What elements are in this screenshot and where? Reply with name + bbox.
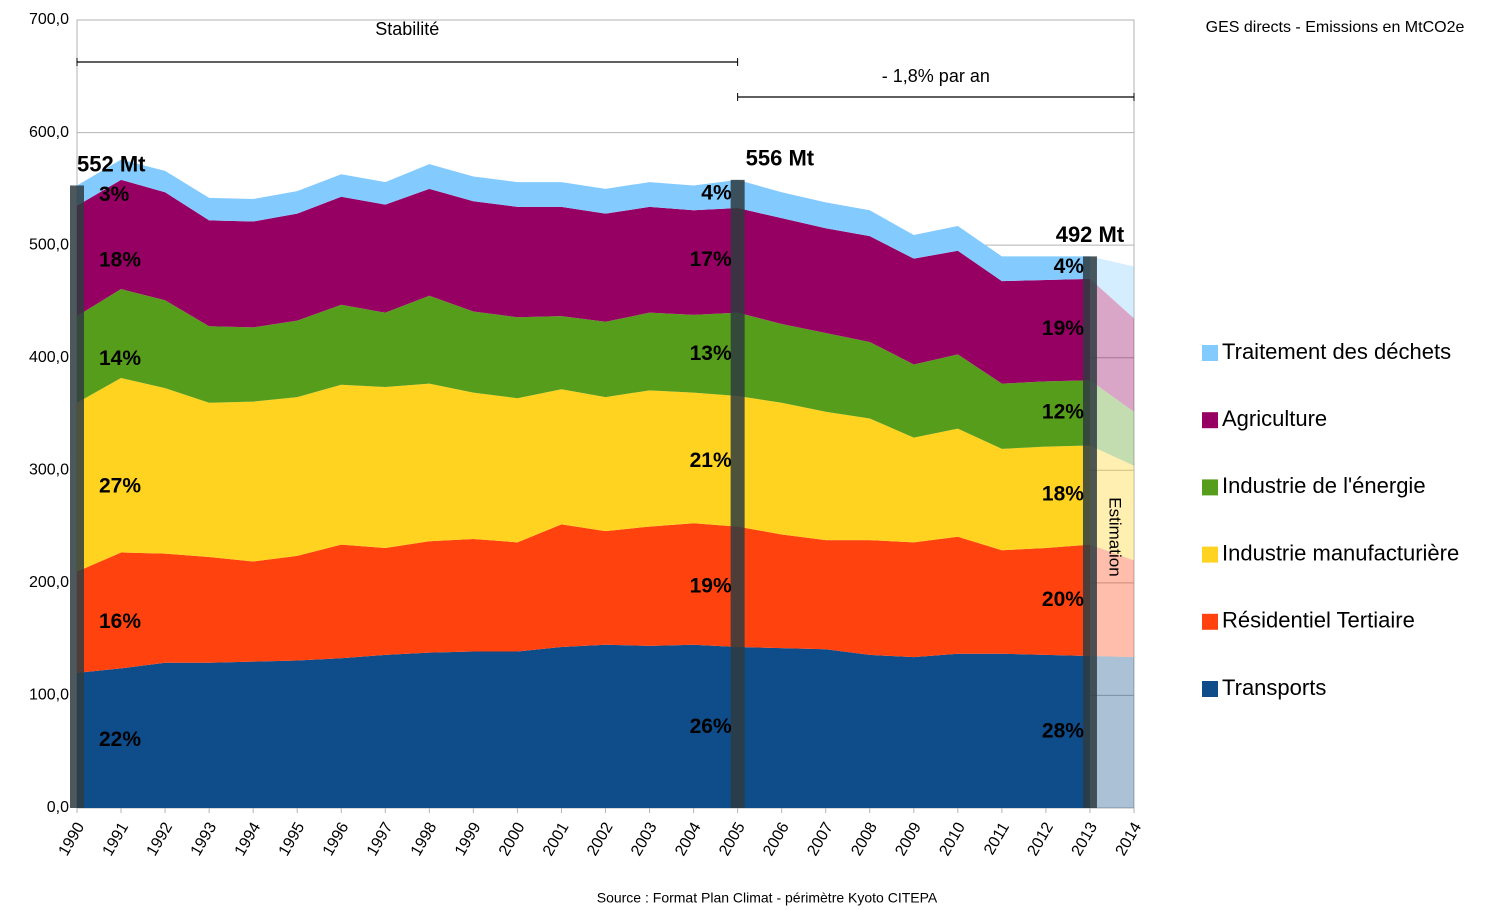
legend-label: Industrie de l'énergie xyxy=(1222,473,1426,498)
area-estimation xyxy=(1089,656,1134,808)
area-estimation xyxy=(1089,278,1134,412)
share-label: 16% xyxy=(99,610,141,633)
x-tick-label: 1993 xyxy=(188,820,221,859)
x-tick-label: 1992 xyxy=(144,820,177,859)
y-tick-label: 100,0 xyxy=(29,687,69,704)
legend-swatch xyxy=(1202,345,1218,361)
y-tick-label: 500,0 xyxy=(29,236,69,253)
x-tick-label: 1995 xyxy=(276,820,309,859)
y-tick-label: 400,0 xyxy=(29,349,69,366)
estimation-label: Estimation xyxy=(1105,497,1124,576)
x-tick-label: 2004 xyxy=(672,820,705,859)
x-tick-label: 1994 xyxy=(232,820,265,859)
share-label: 22% xyxy=(99,728,141,751)
share-label: 27% xyxy=(99,475,141,498)
x-tick-label: 1990 xyxy=(56,820,89,859)
marker-label: 552 Mt xyxy=(77,151,146,176)
marker-label: 492 Mt xyxy=(1056,222,1125,247)
share-label: 26% xyxy=(690,715,732,738)
x-tick-label: 2006 xyxy=(760,820,793,859)
legend-label: Résidentiel Tertiaire xyxy=(1222,608,1415,633)
share-label: 17% xyxy=(690,248,732,271)
share-label: 19% xyxy=(1042,317,1084,340)
x-tick-label: 2011 xyxy=(981,820,1013,858)
x-tick-label: 1999 xyxy=(452,820,485,859)
x-tick-label: 2010 xyxy=(936,820,969,859)
units-note: GES directs - Emissions en MtCO2e xyxy=(1206,19,1465,36)
marker-label: 556 Mt xyxy=(746,146,815,171)
x-tick-label: 2013 xyxy=(1069,820,1102,859)
share-label: 12% xyxy=(1042,400,1084,423)
x-tick-label: 1996 xyxy=(320,820,353,859)
y-tick-label: 600,0 xyxy=(29,124,69,141)
share-label: 28% xyxy=(1042,720,1084,743)
marker-bar xyxy=(70,185,84,809)
area-estimation xyxy=(1089,445,1134,561)
area-estimation xyxy=(1089,380,1134,466)
x-tick-label: 2014 xyxy=(1113,820,1146,859)
legend-swatch xyxy=(1202,681,1218,697)
legend-swatch xyxy=(1202,479,1218,496)
y-tick-label: 700,0 xyxy=(29,11,69,28)
share-label: 18% xyxy=(99,248,141,271)
legend-label: Transports xyxy=(1222,675,1326,700)
share-label: 19% xyxy=(690,574,732,597)
marker-bar xyxy=(1082,256,1097,808)
period-label: - 1,8% par an xyxy=(882,66,990,86)
share-label: 18% xyxy=(1042,483,1084,506)
legend-swatch xyxy=(1202,613,1218,630)
area xyxy=(77,644,1090,808)
area xyxy=(77,377,1090,572)
area xyxy=(77,523,1090,673)
legend-label: Industrie manufacturière xyxy=(1222,540,1459,565)
x-tick-label: 2012 xyxy=(1025,820,1058,859)
x-tick-label: 2005 xyxy=(716,820,749,859)
share-label: 14% xyxy=(99,347,141,370)
area xyxy=(77,289,1090,449)
share-label: 4% xyxy=(701,181,732,204)
legend-swatch xyxy=(1202,412,1218,429)
area-estimation xyxy=(1089,544,1134,658)
share-label: 13% xyxy=(690,342,732,365)
x-tick-label: 2008 xyxy=(848,820,881,859)
x-tick-label: 1991 xyxy=(100,820,133,859)
x-tick-label: 2009 xyxy=(892,820,925,859)
x-tick-label: 2000 xyxy=(496,820,529,859)
share-label: 3% xyxy=(99,183,130,206)
share-label: 20% xyxy=(1042,588,1084,611)
x-tick-label: 2003 xyxy=(628,820,661,859)
y-tick-label: 300,0 xyxy=(29,462,69,479)
period-label: Stabilité xyxy=(375,19,439,39)
x-tick-label: 1997 xyxy=(364,820,397,859)
x-tick-label: 1998 xyxy=(408,820,441,859)
share-label: 21% xyxy=(690,449,732,472)
area xyxy=(77,179,1090,384)
legend-label: Traitement des déchets xyxy=(1222,339,1451,364)
x-tick-label: 2002 xyxy=(584,820,617,859)
marker-bar xyxy=(730,179,745,808)
x-tick-label: 2007 xyxy=(804,820,837,859)
area-estimation xyxy=(1089,256,1134,319)
share-label: 4% xyxy=(1054,255,1085,278)
area xyxy=(77,159,1090,282)
legend-swatch xyxy=(1202,546,1218,563)
x-tick-label: 2001 xyxy=(540,820,573,859)
y-tick-label: 200,0 xyxy=(29,574,69,591)
y-tick-label: 0,0 xyxy=(47,799,69,816)
source-note: Source : Format Plan Climat - périmètre … xyxy=(597,890,938,906)
legend-label: Agriculture xyxy=(1222,406,1327,431)
